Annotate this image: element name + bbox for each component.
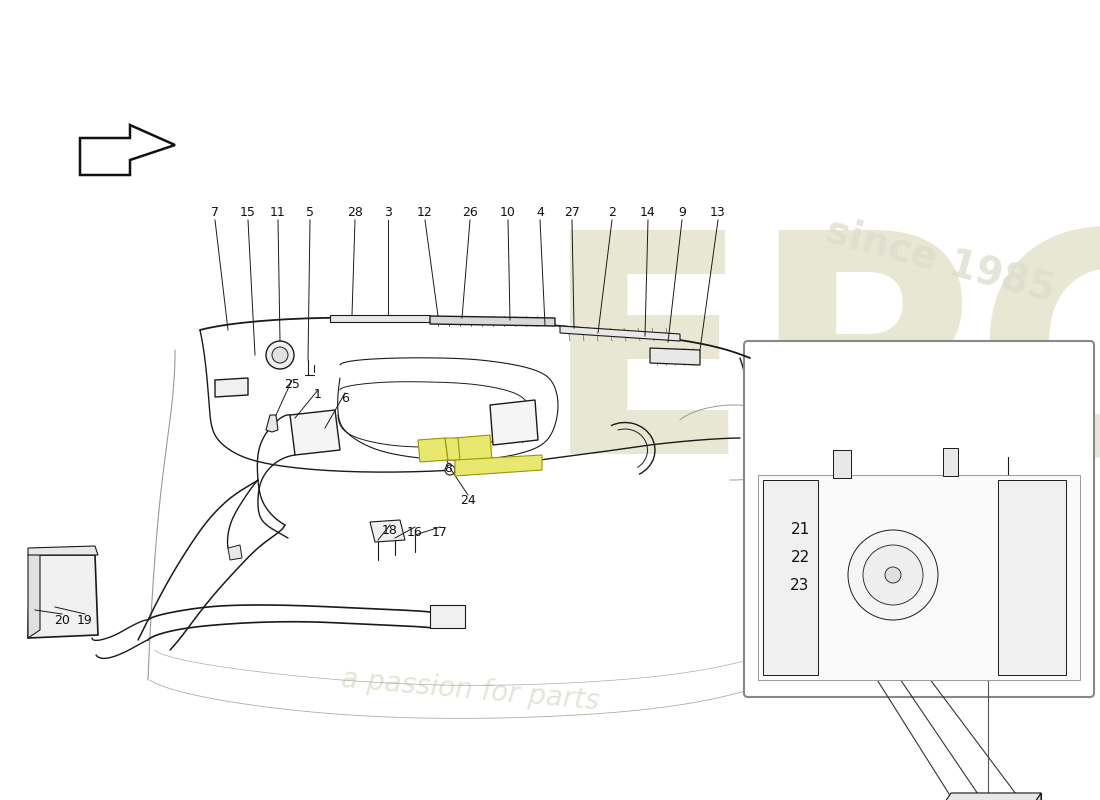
Text: 1: 1 [315, 389, 322, 402]
Polygon shape [446, 438, 460, 460]
Text: 13: 13 [711, 206, 726, 219]
Text: 21: 21 [791, 522, 810, 538]
Polygon shape [28, 555, 98, 638]
Text: 3: 3 [384, 206, 392, 219]
Polygon shape [1033, 793, 1041, 800]
Polygon shape [455, 455, 542, 476]
Polygon shape [455, 435, 492, 462]
Polygon shape [214, 378, 248, 397]
Polygon shape [943, 793, 1041, 800]
Text: 6: 6 [341, 391, 349, 405]
Bar [758, 475, 1080, 680]
Polygon shape [290, 410, 340, 455]
Polygon shape [228, 545, 242, 560]
Text: 14: 14 [640, 206, 656, 219]
Text: 24: 24 [460, 494, 476, 506]
Text: 7: 7 [211, 206, 219, 219]
Text: 12: 12 [417, 206, 433, 219]
Circle shape [864, 545, 923, 605]
Circle shape [886, 567, 901, 583]
Polygon shape [28, 546, 98, 555]
Polygon shape [370, 520, 405, 542]
Polygon shape [430, 605, 465, 628]
Text: 18: 18 [382, 523, 398, 537]
Polygon shape [490, 400, 538, 445]
Polygon shape [430, 316, 556, 326]
Bar [833, 450, 851, 478]
Text: 5: 5 [306, 206, 313, 219]
Text: 2: 2 [608, 206, 616, 219]
Polygon shape [80, 125, 175, 175]
Text: 22: 22 [791, 550, 810, 566]
Text: 4: 4 [536, 206, 543, 219]
Bar [998, 480, 1066, 675]
Text: 25: 25 [284, 378, 300, 391]
Text: EPC: EPC [541, 222, 1100, 518]
Bar [943, 448, 958, 476]
Text: 27: 27 [564, 206, 580, 219]
Polygon shape [560, 326, 680, 341]
Text: 28: 28 [348, 206, 363, 219]
Text: a passion for parts: a passion for parts [340, 665, 601, 715]
Polygon shape [266, 415, 278, 432]
Text: 20: 20 [54, 614, 70, 626]
Text: 15: 15 [240, 206, 256, 219]
Circle shape [848, 530, 938, 620]
Text: 10: 10 [500, 206, 516, 219]
Polygon shape [418, 438, 448, 462]
Text: 23: 23 [790, 578, 810, 594]
Text: 8: 8 [444, 462, 452, 474]
Text: 19: 19 [77, 614, 92, 626]
Polygon shape [330, 315, 430, 322]
Text: since 1985: since 1985 [822, 211, 1058, 309]
Circle shape [272, 347, 288, 363]
Bar [763, 480, 818, 675]
Text: 17: 17 [432, 526, 448, 538]
Circle shape [446, 465, 455, 475]
Text: 16: 16 [407, 526, 422, 538]
Text: 9: 9 [678, 206, 686, 219]
Text: 11: 11 [271, 206, 286, 219]
FancyBboxPatch shape [744, 341, 1094, 697]
Polygon shape [28, 548, 40, 638]
Polygon shape [650, 348, 700, 365]
Polygon shape [952, 793, 1041, 800]
Circle shape [266, 341, 294, 369]
Text: 26: 26 [462, 206, 477, 219]
